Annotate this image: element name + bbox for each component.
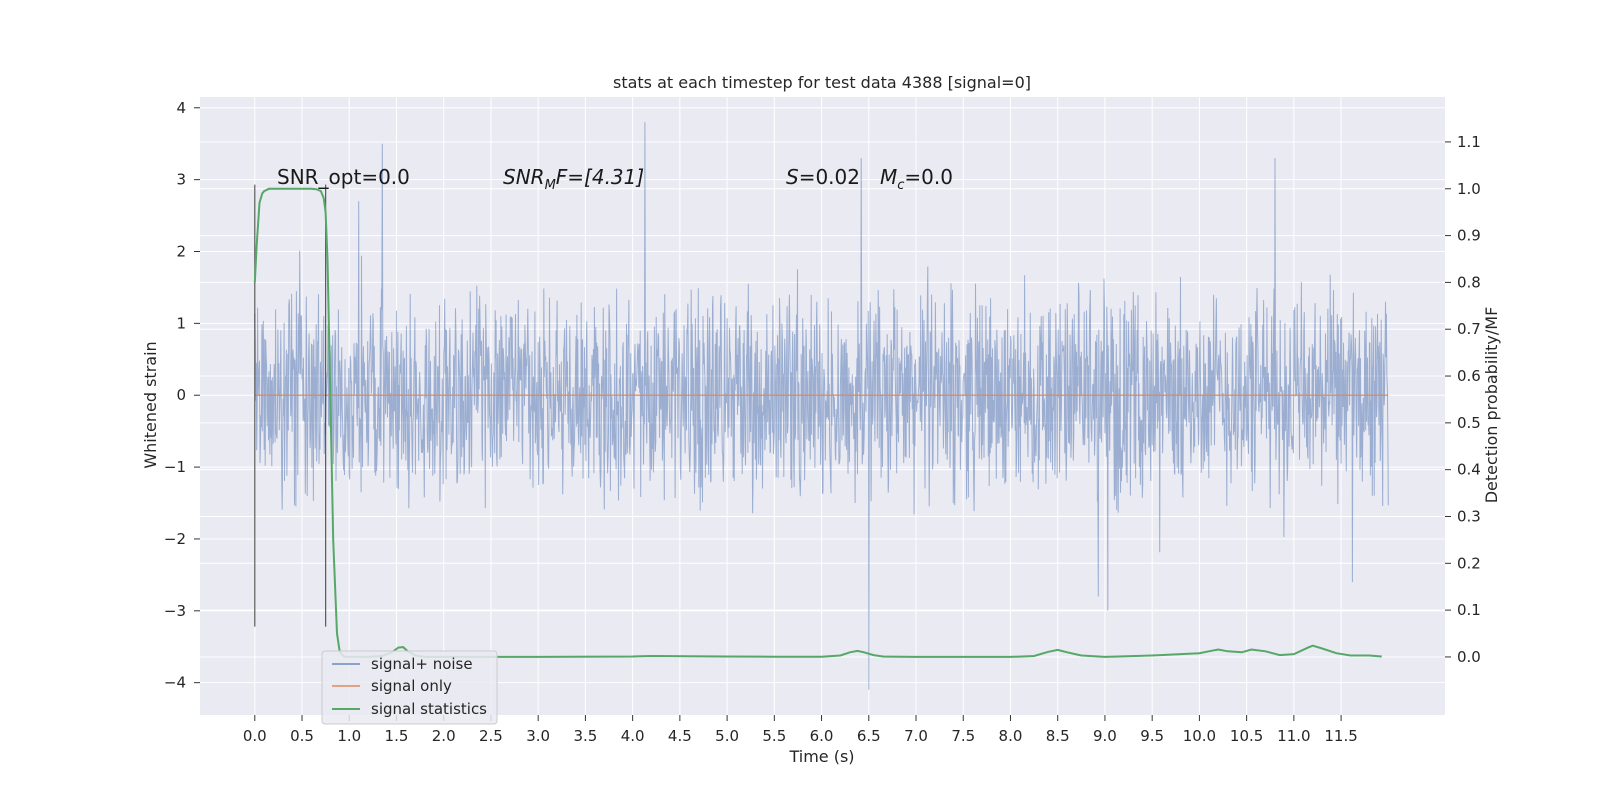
x-tick-label: 7.5 [951,727,975,745]
y2-axis-label: Detection probability/MF [1482,307,1501,504]
legend-label-statistics: signal statistics [371,700,487,718]
y2-tick-label: 0.8 [1457,273,1481,291]
y2-tick-label: 0.9 [1457,227,1481,245]
y2-tick-label: 0.3 [1457,507,1481,525]
legend-label-noise: signal+ noise [371,655,473,673]
y-tick-label: 2 [176,243,186,261]
series-signal-statistics [253,187,1382,658]
x-tick-label: 1.5 [385,727,409,745]
y2-tick-label: 1.1 [1457,133,1481,151]
x-tick-label: 4.5 [668,727,692,745]
snr-mf-rest: F=[4.31] [556,165,644,189]
y2-axis-ticks: 0.0 0.1 0.2 0.3 0.4 0.5 0.6 0.7 0.8 0.9 1.0 1.1 [1445,133,1481,666]
mc-rest: =0.0 [904,165,953,189]
x-tick-label: 5.0 [715,727,739,745]
x-axis-label: Time (s) [788,747,854,766]
y-tick-label: 1 [176,314,186,332]
legend-box [321,650,498,725]
x-tick-label: 8.0 [999,727,1023,745]
annotation-s: S=0.02 [786,165,860,189]
y2-tick-label: 1.0 [1457,180,1481,198]
x-tick-label: 4.0 [621,727,645,745]
y-tick-label: −3 [164,602,186,620]
annotation-snr-mf: SNRMF=[4.31] [503,165,644,193]
y2-tick-label: 0.6 [1457,367,1481,385]
y-tick-label: −2 [164,530,186,548]
y-tick-label: −1 [164,458,186,476]
x-tick-label: 9.5 [1140,727,1164,745]
y2-tick-label: 0.0 [1457,648,1481,666]
x-tick-label: 1.0 [337,727,361,745]
snr-mf-sub: M [545,178,556,193]
y2-tick-label: 0.5 [1457,414,1481,432]
y-tick-label: −4 [164,674,186,692]
x-tick-label: 8.5 [1046,727,1070,745]
y2-tick-label: 0.7 [1457,320,1481,338]
y-tick-label: 4 [176,99,186,117]
y2-tick-label: 0.2 [1457,554,1481,572]
x-axis-ticks: 0.0 0.5 1.0 1.5 2.0 2.5 3.0 3.5 4.0 4.5 5.0 5.5 6.0 6… [243,715,1358,745]
statistics-line [253,187,1382,658]
x-tick-label: 5.5 [762,727,786,745]
mc-main: M [880,165,897,189]
x-tick-label: 0.5 [290,727,314,745]
x-tick-label: 10.5 [1230,727,1263,745]
s-main: S [786,165,799,189]
x-tick-label: 7.0 [904,727,928,745]
x-tick-label: 2.0 [432,727,456,745]
legend: signal+ noise signal only signal statist… [321,650,498,725]
y-axis-label: Whitened strain [141,341,160,468]
x-tick-label: 6.5 [857,727,881,745]
x-tick-label: 3.0 [526,727,550,745]
noise-trace [254,122,1389,690]
y-tick-label: 0 [176,386,186,404]
x-tick-label: 3.5 [573,727,597,745]
annotation-snr-opt: SNR_opt=0.0 [277,165,410,189]
x-tick-label: 6.0 [810,727,834,745]
y2-tick-label: 0.1 [1457,601,1481,619]
vertical-markers [254,184,327,627]
series-signal-plus-noise [254,122,1389,690]
legend-label-signal-only: signal only [371,677,452,695]
y2-tick-label: 0.4 [1457,461,1481,479]
x-tick-label: 2.5 [479,727,503,745]
annotation-mc: Mc=0.0 [880,165,953,193]
chart-title: stats at each timestep for test data 438… [613,73,1031,92]
s-rest: =0.02 [799,165,860,189]
y-tick-label: 3 [176,171,186,189]
x-tick-label: 9.0 [1093,727,1117,745]
x-tick-label: 11.5 [1324,727,1357,745]
mc-sub: c [897,178,904,193]
y-axis-ticks: −4 −3 −2 −1 0 1 2 3 4 [164,99,200,692]
snr-mf-main: SNR [503,165,545,189]
x-tick-label: 0.0 [243,727,267,745]
x-tick-label: 10.0 [1183,727,1216,745]
x-tick-label: 11.0 [1277,727,1310,745]
